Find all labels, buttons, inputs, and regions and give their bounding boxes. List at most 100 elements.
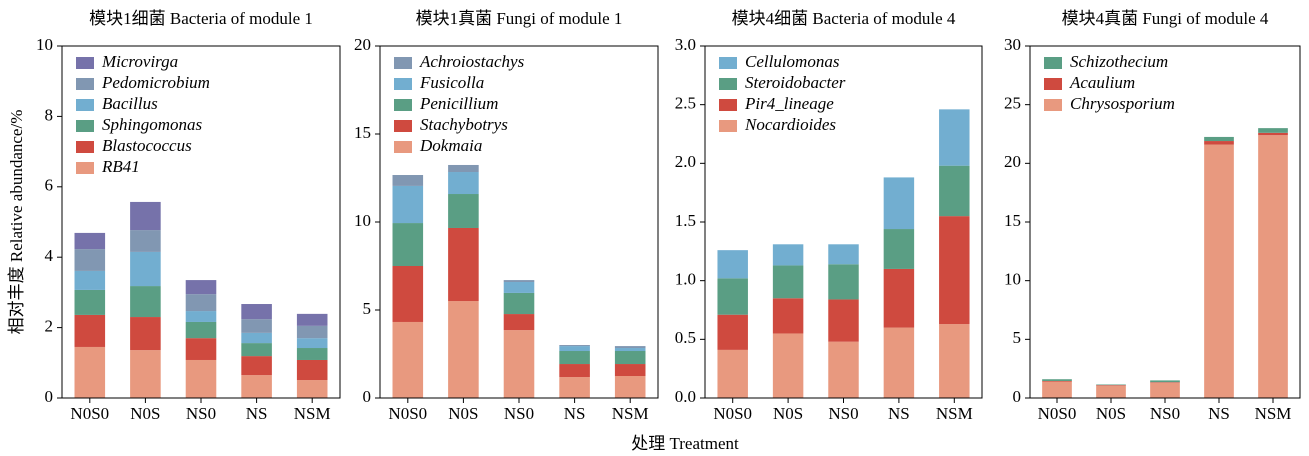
bar-segment <box>74 346 106 398</box>
bar-segment <box>772 265 804 299</box>
bar-segment <box>614 376 646 398</box>
bar-segment <box>1042 379 1072 381</box>
y-tick-label: 3.0 <box>675 35 696 54</box>
legend-label: Schizothecium <box>1070 52 1168 71</box>
y-tick-label: 4 <box>45 246 54 265</box>
y-tick-label: 25 <box>1004 94 1021 113</box>
legend-label: Fusicolla <box>419 73 484 92</box>
bar-segment <box>1096 385 1126 398</box>
bar-segment <box>503 314 535 331</box>
y-tick-label: 6 <box>45 176 54 195</box>
y-tick-label: 0 <box>1013 387 1022 406</box>
bar-segment <box>828 244 859 265</box>
bar-segment <box>185 321 217 339</box>
legend-label: Chrysosporium <box>1070 94 1175 113</box>
bar-segment <box>614 351 646 365</box>
x-tick-label: NS0 <box>186 404 216 423</box>
y-tick-label: 15 <box>1004 211 1021 230</box>
bar-segment <box>614 348 646 352</box>
x-tick-label: NSM <box>294 404 331 423</box>
bar-segment <box>1042 381 1072 398</box>
bar-segment <box>1096 384 1126 386</box>
bar-segment <box>1150 382 1180 383</box>
bar-segment <box>185 311 217 322</box>
legend-label: Penicillium <box>419 94 498 113</box>
y-tick-label: 0.5 <box>675 328 696 347</box>
axes-frame <box>704 45 983 399</box>
y-tick-label: 5 <box>1013 328 1022 347</box>
y-tick-label: 2.5 <box>675 94 696 113</box>
bar-segment <box>448 227 479 302</box>
legend-label: Sphingomonas <box>102 115 203 134</box>
bar-segment <box>392 185 424 224</box>
bar-segment <box>1258 128 1288 133</box>
x-axis-label: 处理 Treatment <box>631 434 739 453</box>
bar-segment <box>1096 385 1126 386</box>
bar-segment <box>717 314 748 350</box>
chart-title: 模块4细菌 Bacteria of module 4 <box>732 9 956 28</box>
bar-segment <box>74 270 106 290</box>
bar-segment <box>717 278 748 315</box>
y-tick-label: 0.0 <box>675 387 696 406</box>
bar-segment <box>828 299 859 342</box>
x-tick-label: N0S0 <box>713 404 752 423</box>
bar-segment <box>241 304 272 320</box>
chart-title: 模块1细菌 Bacteria of module 1 <box>89 9 313 28</box>
x-tick-label: N0S0 <box>70 404 109 423</box>
axes-frame <box>379 45 659 399</box>
bar-segment <box>296 380 328 398</box>
bar-segment <box>503 292 535 315</box>
bar-segment <box>130 230 161 252</box>
legend-label: Stachybotrys <box>420 115 508 134</box>
y-tick-label: 2.0 <box>675 152 696 171</box>
bar-segment <box>559 351 590 365</box>
bar-segment <box>241 356 272 376</box>
x-tick-label: N0S <box>130 404 160 423</box>
y-tick-label: 20 <box>354 35 371 54</box>
x-tick-label: NSM <box>612 404 649 423</box>
bar-segment <box>939 216 970 325</box>
x-tick-label: NSM <box>1255 404 1292 423</box>
y-tick-label: 5 <box>363 299 372 318</box>
chart-title: 模块1真菌 Fungi of module 1 <box>416 9 623 28</box>
y-tick-label: 10 <box>1004 270 1021 289</box>
axes-frame <box>1029 45 1301 399</box>
legend-swatch <box>394 57 412 69</box>
bar-segment <box>74 232 106 250</box>
legend-swatch <box>394 141 412 153</box>
bar-segment <box>939 109 970 166</box>
bar-segment <box>1204 144 1234 398</box>
bar-segment <box>130 317 161 351</box>
legend-label: Bacillus <box>102 94 158 113</box>
legend-label: Achroiostachys <box>419 52 525 71</box>
x-tick-label: N0S <box>773 404 803 423</box>
bar-segment <box>1042 380 1072 382</box>
bar-segment <box>503 280 535 283</box>
bar-segment <box>296 325 328 339</box>
x-tick-label: NS <box>246 404 268 423</box>
bar-segment <box>74 249 106 271</box>
bar-segment <box>717 349 748 398</box>
bar-segment <box>503 282 535 293</box>
y-tick-label: 10 <box>36 35 53 54</box>
legend-swatch <box>1044 57 1062 69</box>
bar-segment <box>717 250 748 279</box>
chart-title: 模块4真菌 Fungi of module 4 <box>1062 9 1269 28</box>
x-tick-label: NS <box>1208 404 1230 423</box>
bar-segment <box>241 343 272 357</box>
x-tick-label: N0S <box>448 404 478 423</box>
bar-segment <box>392 321 424 398</box>
bar-segment <box>1150 380 1180 383</box>
bar-segment <box>614 346 646 349</box>
y-tick-label: 2 <box>45 317 54 336</box>
legend-label: Microvirga <box>101 52 178 71</box>
bar-segment <box>241 319 272 333</box>
legend-swatch <box>76 141 94 153</box>
legend-swatch <box>76 78 94 90</box>
legend-swatch <box>719 99 737 111</box>
legend-label: Pedomicrobium <box>101 73 210 92</box>
bar-segment <box>185 338 217 360</box>
bar-segment <box>185 280 217 295</box>
legend-label: Dokmaia <box>419 136 482 155</box>
